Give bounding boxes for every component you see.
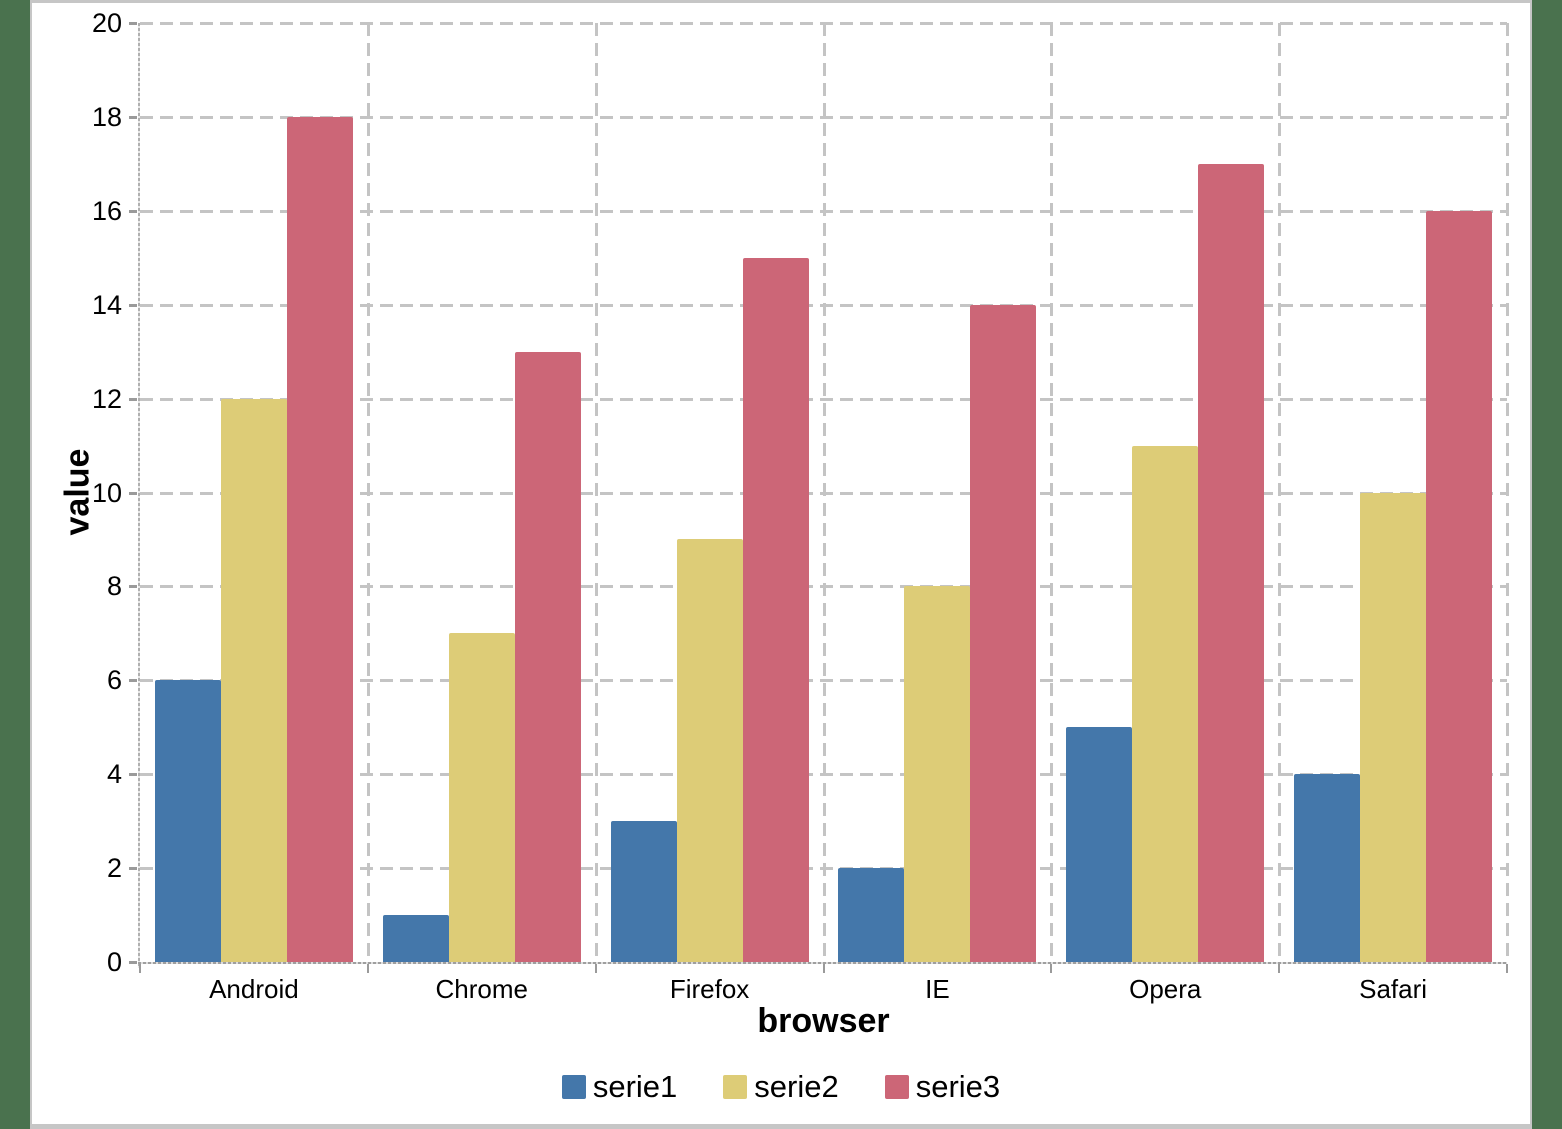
y-axis-tick (129, 961, 137, 964)
y-axis-tick (129, 115, 137, 119)
x-axis-tick (366, 964, 369, 973)
gridline-vertical (1506, 23, 1509, 962)
bar-serie3-android (286, 116, 353, 962)
bar-serie3-ie (970, 304, 1037, 962)
x-axis-tick (822, 964, 825, 973)
y-axis-line (138, 23, 140, 968)
x-axis-tick (1050, 964, 1053, 973)
x-category-label: Safari (1359, 974, 1428, 1004)
bar-serie1-chrome (382, 915, 449, 962)
legend-swatch-serie1 (561, 1075, 586, 1099)
legend-label-serie2: serie2 (754, 1069, 839, 1104)
gridline-vertical (594, 23, 598, 962)
y-tick-label: 6 (106, 665, 122, 696)
bar-group-android (140, 23, 368, 962)
y-axis-title: value (58, 448, 97, 536)
bar-serie2-ie (904, 586, 971, 962)
y-tick-label: 0 (106, 947, 122, 977)
plot-area: 0 2 4 6 8 10 12 14 16 18 20 Android Chrome Firefox IE O… (92, 8, 1509, 1004)
y-axis-tick (129, 867, 137, 871)
x-axis-tick (1278, 964, 1281, 973)
gridline-vertical (366, 23, 370, 962)
legend-swatch-serie2 (723, 1075, 748, 1099)
y-axis-tick (129, 209, 137, 213)
y-axis-tick (129, 585, 137, 589)
y-tick-label: 16 (91, 195, 122, 226)
y-axis-tick (129, 22, 137, 25)
x-category-label: Chrome (435, 974, 528, 1004)
bar-serie2-firefox (676, 539, 743, 962)
gridline-vertical (1278, 23, 1282, 962)
bar-group-safari (1279, 23, 1507, 962)
x-category-label: Firefox (669, 974, 750, 1004)
bar-group-chrome (368, 23, 596, 962)
gridline-vertical (1050, 23, 1054, 962)
bar-serie1-ie (838, 868, 905, 962)
y-tick-label: 2 (106, 853, 122, 884)
y-axis-tick (129, 679, 137, 683)
bar-serie3-opera (1198, 163, 1265, 962)
y-tick-label: 10 (91, 477, 122, 508)
y-tick-label: 12 (91, 383, 122, 414)
bar-serie1-android (154, 680, 221, 962)
chart-panel: 0 2 4 6 8 10 12 14 16 18 20 Android Chrome Firefox IE O… (30, 0, 1532, 1129)
bar-group-ie (824, 23, 1052, 962)
y-axis-tick (129, 303, 137, 307)
bar-serie1-firefox (610, 821, 677, 962)
bar-serie2-opera (1132, 445, 1199, 962)
x-axis-title: browser (757, 1002, 890, 1040)
x-axis-tick (1506, 964, 1508, 973)
y-axis-tick (129, 397, 137, 401)
bar-serie3-firefox (742, 257, 809, 962)
y-tick-label: 20 (91, 8, 122, 38)
bar-serie2-safari (1360, 492, 1427, 962)
bar-group-firefox (596, 23, 824, 962)
gridline-vertical (822, 23, 826, 962)
y-tick-label: 4 (106, 759, 122, 790)
bar-serie1-safari (1294, 774, 1361, 962)
bar-serie1-opera (1066, 727, 1133, 962)
x-axis-tick (594, 964, 597, 973)
bar-serie2-android (220, 398, 287, 962)
legend: serie1 serie2 serie3 (32, 1069, 1530, 1105)
legend-swatch-serie3 (884, 1075, 909, 1099)
bar-serie3-safari (1426, 210, 1493, 962)
legend-label-serie3: serie3 (915, 1069, 1001, 1104)
y-tick-label: 8 (106, 571, 122, 602)
x-axis-line (138, 962, 1507, 964)
legend-item-serie2: serie2 (723, 1069, 839, 1105)
bar-group-opera (1051, 23, 1279, 962)
bar-serie2-chrome (448, 633, 515, 962)
x-category-label: IE (925, 974, 950, 1004)
x-category-label: Opera (1129, 974, 1202, 1004)
legend-item-serie3: serie3 (884, 1069, 1001, 1105)
y-axis-tick (129, 773, 137, 777)
y-tick-label: 14 (91, 289, 122, 320)
x-axis-tick (139, 964, 141, 973)
legend-item-serie1: serie1 (561, 1069, 678, 1105)
y-axis-tick (129, 491, 137, 495)
legend-label-serie1: serie1 (592, 1069, 678, 1104)
y-tick-label: 18 (91, 101, 122, 132)
bar-serie3-chrome (514, 351, 581, 962)
x-category-label: Android (209, 974, 299, 1004)
